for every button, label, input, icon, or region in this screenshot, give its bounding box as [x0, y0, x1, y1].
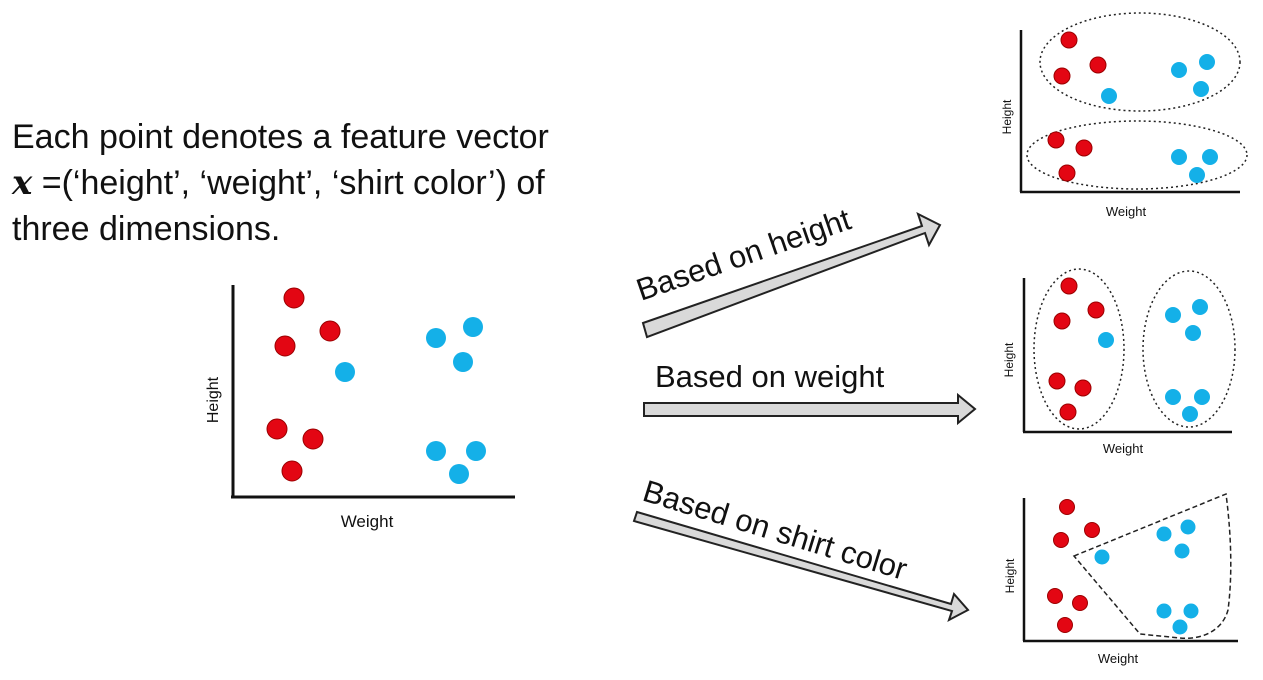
result-plot-height: Weight Height — [1000, 12, 1248, 219]
height-point-red-0 — [1060, 31, 1078, 49]
arrow-weight-shape — [643, 392, 977, 426]
result-shirt-xlabel: Weight — [1098, 651, 1139, 666]
main-point-red-2 — [274, 335, 296, 357]
result-weight-points — [1048, 277, 1210, 422]
height-point-blue-9 — [1193, 81, 1209, 97]
height-point-blue-12 — [1189, 167, 1205, 183]
arrow-height: Based on height — [632, 201, 942, 339]
result-shirt-points — [1047, 499, 1199, 635]
cluster-ellipse-tall — [1039, 12, 1241, 112]
result-height-points — [1047, 31, 1218, 183]
description-line-2-rest: =(‘height’, ‘weight’, ‘shirt color’) of — [32, 164, 545, 202]
shirt-point-red-4 — [1072, 595, 1088, 611]
result-weight-xlabel: Weight — [1103, 441, 1144, 456]
weight-point-red-1 — [1087, 301, 1105, 319]
weight-point-red-3 — [1048, 372, 1066, 390]
cluster-ellipse-light — [1033, 268, 1125, 430]
feature-vector-symbol: x — [12, 163, 33, 203]
arrow-shirt-shape — [632, 510, 970, 623]
arrow-weight-label: Based on weight — [655, 359, 885, 394]
result-plot-shirt: Weight Height — [1003, 492, 1238, 666]
result-plot-weight: Weight Height — [1002, 268, 1236, 456]
height-point-blue-8 — [1171, 62, 1187, 78]
description-line-3: three dimensions. — [12, 210, 281, 248]
main-point-blue-11 — [466, 441, 486, 461]
main-point-red-3 — [266, 418, 288, 440]
height-point-blue-7 — [1199, 54, 1215, 70]
description-line-2: x =(‘height’, ‘weight’, ‘shirt color’) o… — [12, 160, 549, 206]
main-point-red-0 — [283, 287, 305, 309]
weight-point-blue-8 — [1165, 307, 1181, 323]
shirt-point-red-0 — [1059, 499, 1075, 515]
shirt-point-blue-8 — [1156, 526, 1172, 542]
shirt-point-red-3 — [1047, 588, 1063, 604]
description-line-1: Each point denotes a feature vector — [12, 118, 549, 156]
result-height-ylabel: Height — [1000, 99, 1014, 134]
main-point-blue-7 — [463, 317, 483, 337]
cluster-ellipse-short — [1026, 120, 1248, 190]
arrow-shirt: Based on shirt color — [632, 473, 970, 623]
main-point-blue-12 — [449, 464, 469, 484]
description-text: Each point denotes a feature vector x =(… — [12, 114, 549, 252]
weight-point-blue-11 — [1194, 389, 1210, 405]
cluster-boundary-blue — [1072, 492, 1232, 640]
weight-point-red-0 — [1060, 277, 1078, 295]
height-point-red-2 — [1053, 67, 1071, 85]
shirt-point-blue-10 — [1156, 603, 1172, 619]
main-plot: Weight Height — [205, 285, 515, 531]
height-point-blue-6 — [1101, 88, 1117, 104]
result-weight-ylabel: Height — [1002, 342, 1016, 377]
weight-point-red-5 — [1059, 403, 1077, 421]
arrow-height-shape — [641, 212, 942, 339]
shirt-point-blue-6 — [1094, 549, 1110, 565]
weight-point-blue-7 — [1192, 299, 1208, 315]
shirt-point-red-1 — [1084, 522, 1100, 538]
shirt-point-blue-9 — [1174, 543, 1190, 559]
cluster-ellipse-heavy — [1142, 270, 1236, 428]
shirt-point-blue-12 — [1172, 619, 1188, 635]
main-point-red-5 — [281, 460, 303, 482]
weight-point-blue-9 — [1185, 325, 1201, 341]
shirt-point-red-5 — [1057, 617, 1073, 633]
main-point-blue-6 — [335, 362, 355, 382]
height-point-red-5 — [1058, 164, 1076, 182]
main-point-blue-9 — [453, 352, 473, 372]
main-plot-xlabel: Weight — [341, 512, 394, 531]
arrow-weight: Based on weight — [643, 359, 977, 426]
main-plot-ylabel: Height — [205, 376, 222, 423]
shirt-point-blue-11 — [1183, 603, 1199, 619]
shirt-point-blue-7 — [1180, 519, 1196, 535]
height-point-blue-11 — [1202, 149, 1218, 165]
height-point-red-4 — [1075, 139, 1093, 157]
height-point-blue-10 — [1171, 149, 1187, 165]
height-point-red-1 — [1089, 56, 1107, 74]
weight-point-blue-10 — [1165, 389, 1181, 405]
weight-point-blue-6 — [1098, 332, 1114, 348]
shirt-point-red-2 — [1053, 532, 1069, 548]
weight-point-blue-12 — [1182, 406, 1198, 422]
weight-point-red-4 — [1074, 379, 1092, 397]
height-point-red-3 — [1047, 131, 1065, 149]
main-point-blue-8 — [426, 328, 446, 348]
result-height-xlabel: Weight — [1106, 204, 1147, 219]
main-point-blue-10 — [426, 441, 446, 461]
weight-point-red-2 — [1053, 312, 1071, 330]
main-plot-points — [266, 287, 486, 484]
result-shirt-ylabel: Height — [1003, 558, 1017, 593]
main-point-red-4 — [302, 428, 324, 450]
main-point-red-1 — [319, 320, 341, 342]
